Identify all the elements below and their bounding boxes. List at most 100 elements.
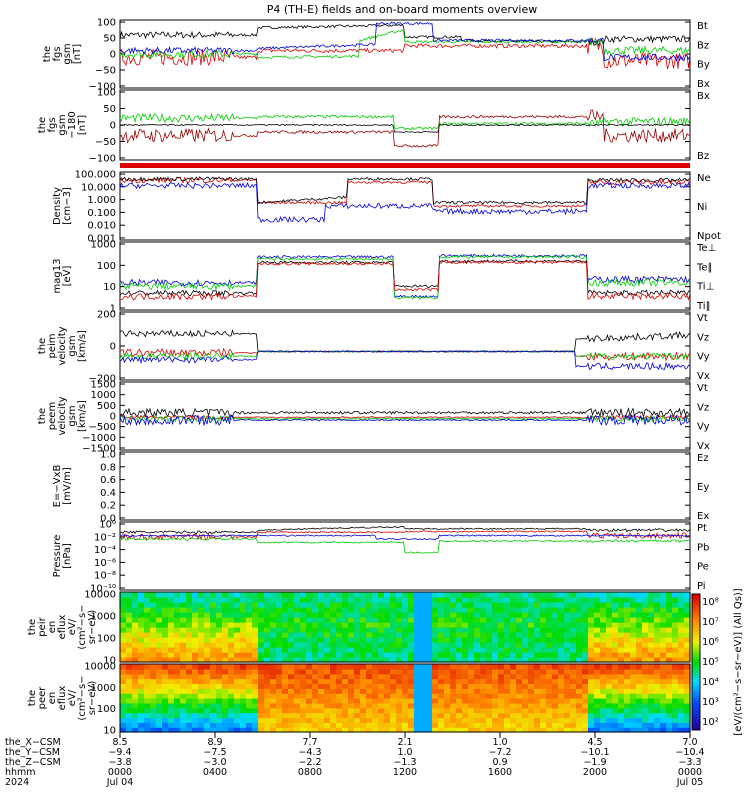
colorbar-cell (692, 628, 700, 631)
y-axis-label-line: fgs (52, 46, 63, 61)
spectrogram-cell (564, 622, 571, 628)
spectrogram-cell (240, 597, 247, 603)
spectrogram-cell (336, 678, 343, 685)
spectrogram-cell (528, 683, 535, 689)
spectrogram-cell (156, 637, 163, 643)
spectrogram-cell (522, 592, 529, 598)
spectrogram-cell (156, 622, 163, 628)
plot-title: P4 (TH-E) fields and on-board moments ov… (267, 3, 538, 16)
spectrogram-cell (540, 632, 547, 638)
spectrogram-cell (168, 617, 175, 623)
spectrogram-cell (492, 592, 499, 598)
spectrogram-cell (210, 632, 217, 638)
spectrogram-cell (642, 597, 649, 603)
spectrogram-cell (228, 627, 235, 633)
spectrogram-cell (162, 612, 169, 618)
spectrogram-cell (252, 597, 259, 603)
spectrogram-cell (366, 657, 373, 663)
spectrogram-cell (156, 698, 163, 704)
spectrogram-cell (654, 678, 661, 685)
spectrogram-cell (408, 673, 415, 680)
spectrogram-cell (576, 668, 583, 675)
spectrogram-cell (660, 652, 667, 658)
spectrogram-cell (240, 642, 247, 648)
spectrogram-cell (522, 712, 529, 719)
spectrogram-cell (660, 622, 667, 628)
spectrogram-cell (198, 657, 205, 663)
spectrogram-cell (510, 683, 517, 689)
spectrogram-cell (414, 664, 421, 670)
spectrogram-cell (378, 607, 385, 613)
spectrogram-cell (270, 664, 277, 670)
spectrogram-cell (534, 647, 541, 653)
spectrogram-cell (564, 602, 571, 608)
spectrogram-cell (576, 652, 583, 658)
spectrogram-cell (336, 664, 343, 670)
spectrogram-cell (348, 632, 355, 638)
spectrogram-cell (132, 627, 139, 633)
series-Te-par (119, 259, 691, 297)
spectrogram-cell (252, 607, 259, 613)
spectrogram-cell (240, 637, 247, 643)
spectrogram-cell (372, 668, 379, 675)
spectrogram-cell (258, 683, 265, 689)
spectrogram-cell (354, 602, 361, 608)
spectrogram-cell (192, 702, 199, 709)
spectrogram-cell (252, 688, 259, 694)
spectrogram-cell (474, 637, 481, 643)
spectrogram-cell (432, 673, 439, 680)
spectrogram-cell (186, 607, 193, 613)
spectrogram-cell (342, 602, 349, 608)
spectrogram-cell (354, 632, 361, 638)
spectrogram-cell (120, 622, 127, 628)
spectrogram-cell (162, 702, 169, 709)
spectrogram-cell (636, 722, 643, 728)
spectrogram-cell (594, 698, 601, 704)
spectrogram-cell (354, 597, 361, 603)
spectrogram-cell (246, 647, 253, 653)
spectrogram-cell (660, 602, 667, 608)
spectrogram-cell (594, 592, 601, 598)
spectrogram-cell (168, 712, 175, 719)
spectrogram-cell (180, 683, 187, 689)
spectrogram-cell (498, 698, 505, 704)
y-axis-label-line: (cm²−s− (77, 675, 88, 720)
spectrogram-cell (672, 607, 679, 613)
spectrogram-cell (312, 707, 319, 714)
spectrogram-cell (684, 632, 691, 638)
spectrogram-cell (216, 702, 223, 709)
spectrogram-cell (486, 637, 493, 643)
x-tick-label: 0000 (678, 767, 702, 778)
spectrogram-cell (558, 632, 565, 638)
legend-entry: Bt (697, 21, 708, 32)
spectrogram-cell (120, 668, 127, 675)
spectrogram-cell (678, 678, 685, 685)
spectrogram-cell (678, 627, 685, 633)
spectrogram-cell (498, 647, 505, 653)
spectrogram-cell (162, 632, 169, 638)
y-axis-label: the peem velocity gsm [km/s] (37, 396, 88, 435)
spectrogram-cell (624, 637, 631, 643)
spectrogram-cell (378, 722, 385, 728)
y-tick-label: 1000 (91, 240, 116, 251)
spectrogram-cell (318, 652, 325, 658)
spectrogram-cell (336, 683, 343, 689)
colorbar-cell (692, 700, 700, 704)
spectrogram-cell (234, 657, 241, 663)
spectrogram-cell (648, 722, 655, 728)
spectrogram-cell (198, 647, 205, 653)
x-tick-label: 8.5 (112, 737, 127, 748)
colorbar-cell (692, 711, 700, 715)
spectrogram-cell (486, 678, 493, 685)
spectrogram-cell (612, 637, 619, 643)
spectrogram-cell (552, 622, 559, 628)
spectrogram-cell (294, 627, 301, 633)
spectrogram-cell (546, 688, 553, 694)
spectrogram-cell (552, 702, 559, 709)
x-tick-label: 7.0 (682, 737, 697, 748)
spectrogram-cell (168, 707, 175, 714)
y-tick-label: 100 (97, 18, 116, 29)
spectrogram-cell (264, 707, 271, 714)
spectrogram-cell (462, 673, 469, 680)
